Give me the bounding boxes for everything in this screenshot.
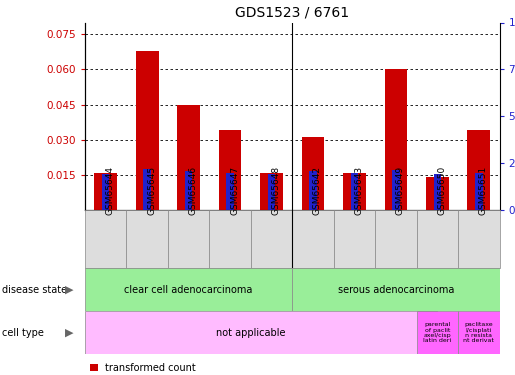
Bar bbox=[351, 173, 358, 210]
Text: serous adenocarcinoma: serous adenocarcinoma bbox=[338, 285, 454, 295]
Text: GSM65649: GSM65649 bbox=[396, 165, 405, 214]
Text: ▶: ▶ bbox=[65, 328, 74, 338]
Text: GSM65651: GSM65651 bbox=[479, 165, 488, 214]
Text: GSM65642: GSM65642 bbox=[313, 166, 322, 214]
Bar bbox=[334, 210, 375, 268]
Bar bbox=[385, 69, 407, 210]
Bar bbox=[209, 210, 251, 268]
Bar bbox=[434, 174, 441, 210]
Text: GSM65645: GSM65645 bbox=[147, 165, 156, 214]
Bar bbox=[85, 311, 437, 354]
Bar bbox=[417, 210, 458, 268]
Bar bbox=[168, 210, 209, 268]
Bar bbox=[127, 210, 168, 268]
Text: cell type: cell type bbox=[2, 328, 43, 338]
Title: GDS1523 / 6761: GDS1523 / 6761 bbox=[235, 6, 349, 20]
Bar bbox=[136, 51, 159, 210]
Text: clear cell adenocarcinoma: clear cell adenocarcinoma bbox=[125, 285, 253, 295]
Bar bbox=[219, 130, 242, 210]
Bar bbox=[144, 169, 151, 210]
Bar bbox=[302, 137, 324, 210]
Bar bbox=[458, 210, 500, 268]
Text: GSM65644: GSM65644 bbox=[106, 166, 115, 214]
Text: not applicable: not applicable bbox=[216, 328, 285, 338]
Text: disease state: disease state bbox=[2, 285, 66, 295]
Bar bbox=[102, 174, 109, 210]
Bar bbox=[227, 172, 234, 210]
Text: GSM65646: GSM65646 bbox=[188, 165, 198, 214]
Bar bbox=[177, 105, 200, 210]
Bar bbox=[475, 172, 483, 210]
Bar bbox=[392, 170, 400, 210]
Bar bbox=[293, 268, 500, 311]
Bar bbox=[343, 172, 366, 210]
Bar bbox=[293, 210, 334, 268]
Text: GSM65650: GSM65650 bbox=[437, 165, 447, 214]
Bar bbox=[85, 268, 293, 311]
Bar bbox=[417, 311, 458, 354]
Bar bbox=[468, 130, 490, 210]
Legend: transformed count, percentile rank within the sample: transformed count, percentile rank withi… bbox=[90, 363, 270, 375]
Bar bbox=[94, 172, 117, 210]
Bar bbox=[185, 171, 192, 210]
Bar bbox=[458, 311, 500, 354]
Bar bbox=[268, 174, 275, 210]
Text: GSM65643: GSM65643 bbox=[354, 165, 364, 214]
Bar bbox=[310, 171, 317, 210]
Bar bbox=[375, 210, 417, 268]
Text: paclitaxe
l/cisplati
n resista
nt derivat: paclitaxe l/cisplati n resista nt deriva… bbox=[464, 322, 494, 344]
Bar bbox=[251, 210, 293, 268]
Bar bbox=[85, 210, 127, 268]
Bar bbox=[260, 172, 283, 210]
Text: GSM65648: GSM65648 bbox=[271, 165, 281, 214]
Text: ▶: ▶ bbox=[65, 285, 74, 295]
Text: parental
of paclit
axel/cisp
latin deri: parental of paclit axel/cisp latin deri bbox=[423, 322, 452, 344]
Bar bbox=[426, 177, 449, 210]
Text: GSM65647: GSM65647 bbox=[230, 165, 239, 214]
